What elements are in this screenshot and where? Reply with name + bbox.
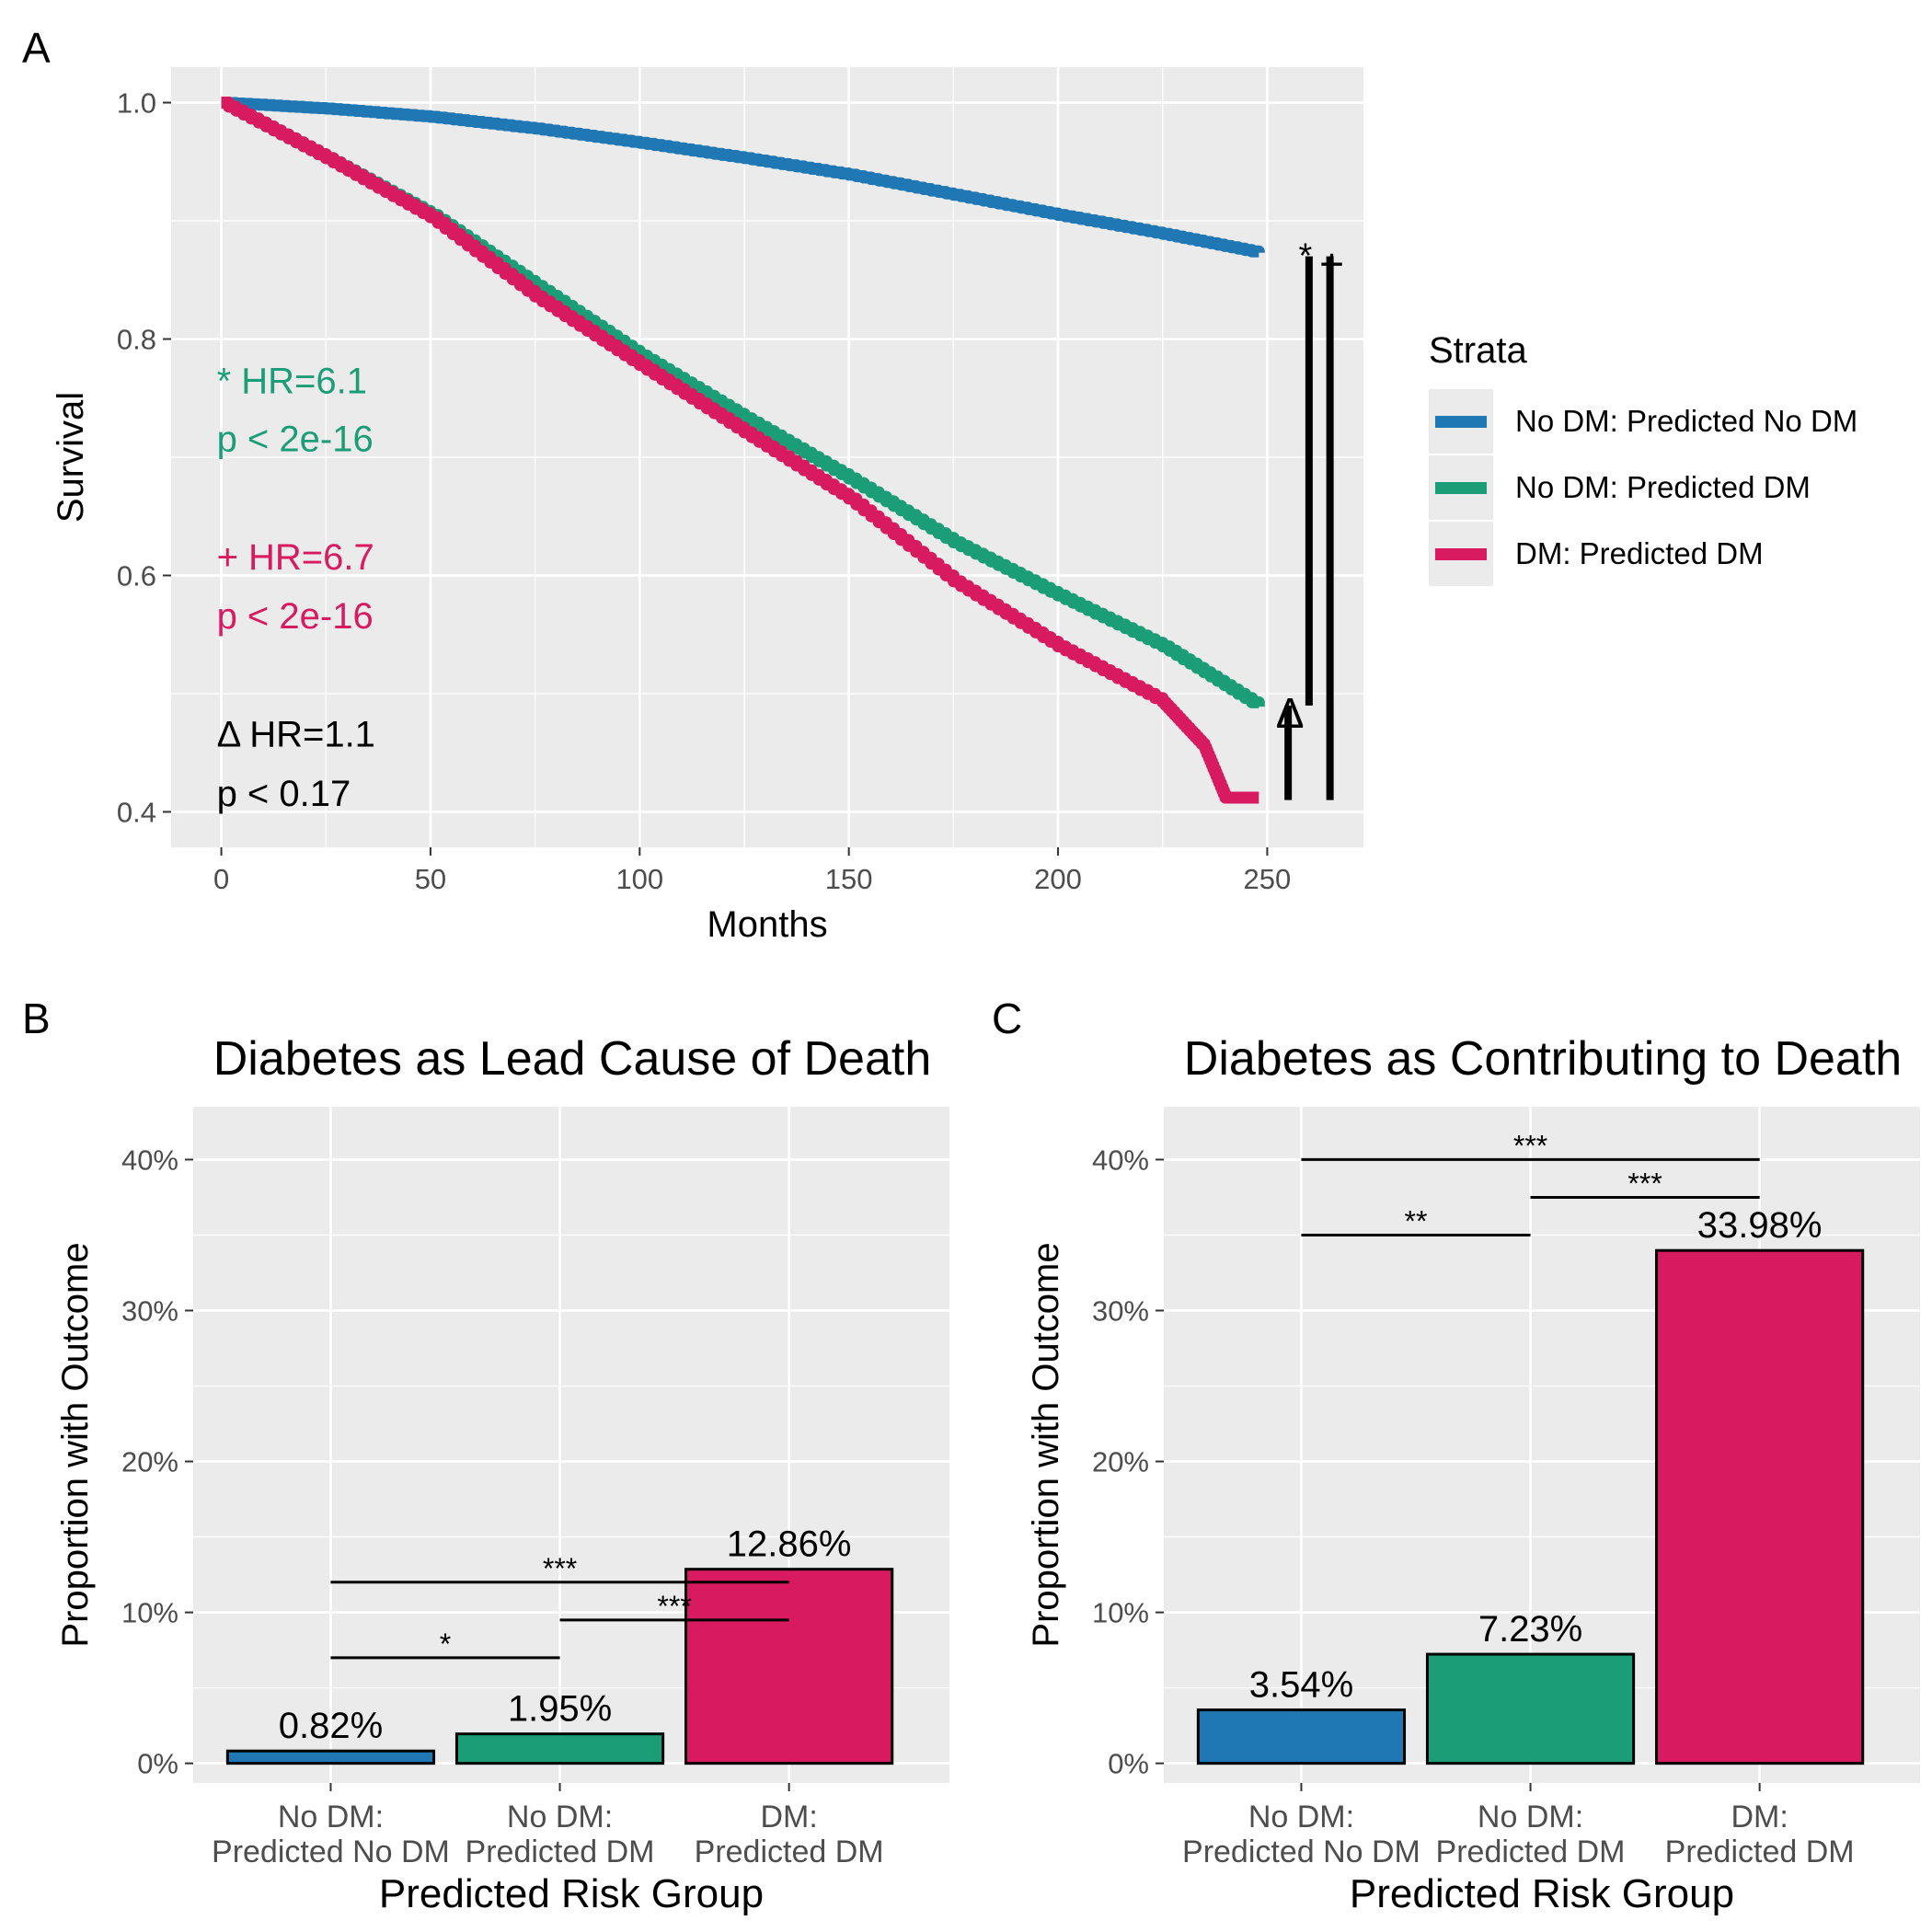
- panel-b-y-tick-label: 20%: [121, 1446, 178, 1478]
- panel-b-x-tick-label-3-line2: Predicted DM: [695, 1834, 884, 1869]
- comparison-bracket-symbol-3: +: [1319, 240, 1344, 288]
- hr-annotation-1-line2: p < 2e-16: [217, 419, 374, 459]
- panel-b-title: Diabetes as Lead Cause of Death: [213, 1032, 932, 1086]
- hr-annotation-2-line1: + HR=6.7: [217, 537, 374, 578]
- panel-b-y-tick-label: 0%: [137, 1748, 178, 1780]
- panel-c-x-tick-label-1-line2: Predicted No DM: [1182, 1834, 1420, 1869]
- panel-b-x-tick-label-3-line1: DM:: [760, 1800, 817, 1834]
- panel-a-x-tick-label: 50: [415, 863, 446, 895]
- panel-c-bar-value-label-3: 33.98%: [1697, 1205, 1823, 1246]
- panel-b-y-tick-label: 30%: [121, 1294, 178, 1327]
- panel-b-x-tick-label-2-line2: Predicted DM: [466, 1834, 655, 1869]
- panel-b-x-tick-label-2-line1: No DM:: [507, 1800, 613, 1834]
- panel-b-y-tick-label: 40%: [121, 1144, 178, 1176]
- panel-c-significance-label-2: ***: [1627, 1167, 1662, 1200]
- panel-a-x-tick-label: 150: [825, 863, 873, 895]
- panel-c-y-tick-label: 0%: [1108, 1748, 1149, 1780]
- panel-a-x-tick-label: 0: [213, 863, 229, 895]
- panel-b-significance-label-3: ***: [543, 1552, 577, 1585]
- panel-a-x-tick-label: 100: [615, 863, 663, 895]
- panel-c-y-tick-label: 20%: [1092, 1446, 1149, 1478]
- hr-annotation-2-line2: p < 2e-16: [217, 596, 374, 637]
- panel-c-x-tick-label-3-line2: Predicted DM: [1665, 1834, 1855, 1869]
- survival-curve-1: [221, 97, 1265, 258]
- panel-b-bar-value-label-1: 0.82%: [279, 1706, 383, 1746]
- panel-c-y-tick-label: 30%: [1092, 1294, 1149, 1327]
- panel-c-x-tick-label-3-line1: DM:: [1731, 1800, 1788, 1834]
- panel-b-x-tick-label-1-line2: Predicted No DM: [212, 1834, 450, 1869]
- legend-label-2: No DM: Predicted DM: [1515, 470, 1811, 504]
- panel-c-bar-value-label-2: 7.23%: [1478, 1609, 1582, 1650]
- panel-a-y-tick-label: 0.8: [117, 324, 156, 356]
- panel-label-a: A: [22, 24, 51, 72]
- panel-b-bar-value-label-3: 12.86%: [727, 1524, 852, 1565]
- panel-c-bar-2: [1425, 1652, 1636, 1765]
- panel-b-bar-2: [454, 1732, 665, 1765]
- panel-a-y-axis-title: Survival: [51, 392, 91, 523]
- panel-c-significance-label-1: **: [1405, 1204, 1428, 1237]
- panel-a-y-tick-label: 0.6: [117, 559, 156, 592]
- panel-c-panel-label: C: [992, 995, 1022, 1042]
- hr-annotation-1-line1: * HR=6.1: [217, 361, 367, 401]
- panel-a-y-tick-label: 0.4: [117, 796, 156, 828]
- comparison-bracket-symbol-2: *: [1298, 237, 1312, 276]
- panel-b-significance-label-1: *: [440, 1627, 451, 1661]
- panel-c-y-axis-title: Proportion with Outcome: [1026, 1242, 1066, 1647]
- panel-a-y-tick-label: 1.0: [117, 87, 156, 120]
- panel-c-bar-3: [1655, 1248, 1865, 1765]
- panel-b-significance-label-2: ***: [657, 1590, 691, 1623]
- panel-b-y-axis-title: Proportion with Outcome: [55, 1242, 96, 1647]
- hr-annotation-3-line2: p < 0.17: [217, 774, 351, 814]
- panel-b-bar-3: [684, 1568, 894, 1765]
- legend-swatch-3: [1435, 548, 1487, 560]
- panel-a-x-tick-label: 200: [1034, 863, 1082, 895]
- panel-c-bar-value-label-1: 3.54%: [1249, 1665, 1353, 1706]
- panel-c-y-tick-label: 10%: [1092, 1597, 1149, 1629]
- legend-swatch-2: [1435, 482, 1487, 494]
- panel-b-x-axis-title: Predicted Risk Group: [379, 1871, 764, 1916]
- legend-label-1: No DM: Predicted No DM: [1515, 404, 1857, 438]
- panel-c-title: Diabetes as Contributing to Death: [1184, 1032, 1902, 1086]
- panel-c-bar-1: [1196, 1708, 1407, 1765]
- panel-b-panel-label: B: [22, 995, 51, 1042]
- panel-a-x-axis-title: Months: [707, 904, 827, 945]
- panel-b-x-tick-label-1-line1: No DM:: [278, 1800, 384, 1834]
- panel-c-x-axis-title: Predicted Risk Group: [1350, 1871, 1734, 1916]
- panel-a-x-tick-label: 250: [1244, 863, 1292, 895]
- panel-c-x-tick-label-2-line2: Predicted DM: [1436, 1834, 1626, 1869]
- legend-label-3: DM: Predicted DM: [1515, 536, 1764, 570]
- hr-annotation-3-line1: Δ HR=1.1: [217, 715, 375, 755]
- panel-c-y-tick-label: 40%: [1092, 1144, 1149, 1176]
- survival-curve-3: [221, 97, 1263, 804]
- legend-title: Strata: [1429, 330, 1527, 371]
- comparison-bracket-symbol-1: Δ: [1276, 689, 1305, 737]
- panel-b-bar-1: [225, 1749, 436, 1765]
- panel-c-significance-label-3: ***: [1513, 1129, 1547, 1162]
- panel-c-x-tick-label-1-line1: No DM:: [1248, 1800, 1354, 1834]
- panel-c-x-tick-label-2-line1: No DM:: [1478, 1800, 1583, 1834]
- panel-b-y-tick-label: 10%: [121, 1597, 178, 1629]
- panel-b-bar-value-label-2: 1.95%: [508, 1689, 612, 1730]
- legend-swatch-1: [1435, 416, 1487, 428]
